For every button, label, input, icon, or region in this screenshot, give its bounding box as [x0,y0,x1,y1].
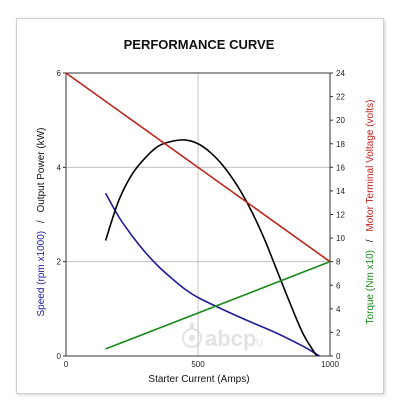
y-axis-right-label: Torque (Nm x10) / Motor Terminal Voltage… [365,100,376,325]
torque-label: Torque (Nm x10) [365,250,376,324]
y-right-tick-label: 0 [336,352,341,361]
label-separator: / [365,239,376,242]
y-right-tick-label: 18 [336,140,345,149]
label-separator: / [36,220,47,223]
y-right-tick-label: 6 [336,281,341,290]
x-tick-label: 1000 [321,360,339,369]
y-right-tick-label: 4 [336,305,341,314]
speed-label: Speed (rpm x1000) [36,231,47,317]
chart-title: PERFORMANCE CURVE [124,37,275,52]
y-left-tick-label: 4 [57,163,62,172]
y-right-tick-label: 2 [336,328,341,337]
x-axis-label: Starter Current (Amps) [148,374,249,385]
y-right-tick-label: 16 [336,163,345,172]
y-right-tick-label: 14 [336,187,345,196]
series-layer [65,72,331,357]
output-power-series-line [104,139,318,357]
speed-series-line [104,192,320,357]
y-right-tick-label: 20 [336,116,345,125]
y-right-tick-label: 22 [336,93,345,102]
output-power-label: Output Power (kW) [36,128,47,213]
x-tick-label: 0 [64,360,69,369]
y-left-tick-label: 6 [57,69,62,78]
y-left-tick-label: 2 [57,258,62,267]
torque-series-line [105,260,331,350]
y-right-tick-label: 8 [336,258,341,267]
watermark-suffix: .ru [248,334,263,349]
x-tick-label: 500 [191,360,205,369]
y-right-tick-label: 10 [336,234,345,243]
watermark-emblem [182,323,202,348]
y-right-tick-label: 12 [336,211,345,220]
voltage-series-line [65,72,331,263]
voltage-label: Motor Terminal Voltage (volts) [365,100,376,232]
watermark-text: аbcp [205,326,256,351]
y-right-tick-label: 24 [336,69,345,78]
y-axis-left-label: Speed (rpm x1000) / Output Power (kW) [36,128,47,317]
watermark-logo: аbcp .ru [182,323,263,351]
y-left-tick-label: 0 [57,352,62,361]
